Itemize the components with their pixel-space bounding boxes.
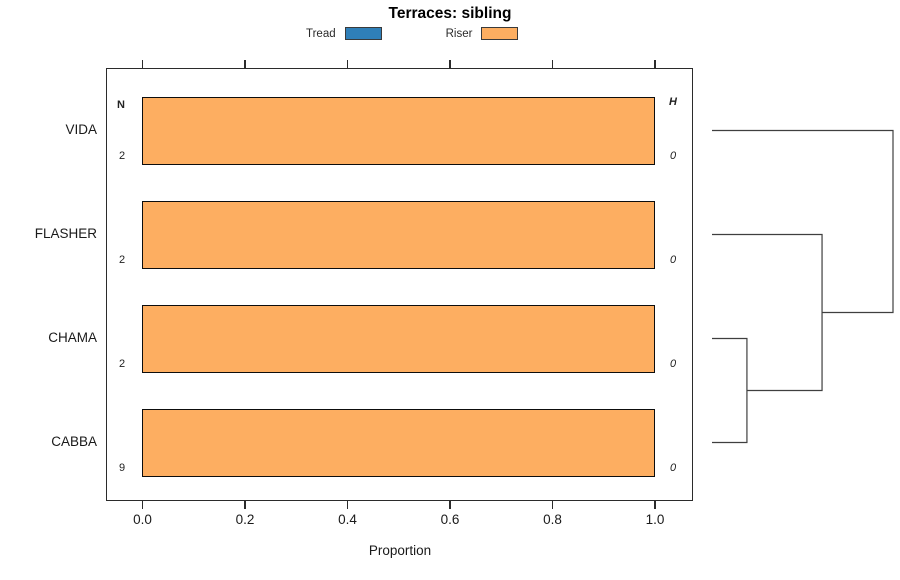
n-value: 2 <box>118 357 126 370</box>
h-value: 0 <box>669 357 677 370</box>
category-label-cabba: CABBA <box>51 433 97 449</box>
legend-item-tread: Tread <box>306 27 382 40</box>
x-axis-tick-label: 1.0 <box>645 512 665 527</box>
h-value: 0 <box>669 461 677 474</box>
x-axis-tick-label: 0.8 <box>543 512 562 527</box>
bar-chama-riser <box>141 304 655 373</box>
legend-item-riser: Riser <box>446 27 519 40</box>
x-axis-tick-top <box>346 60 349 68</box>
category-label-chama: CHAMA <box>48 329 97 345</box>
x-axis-tick-top <box>141 60 144 68</box>
x-axis-title: Proportion <box>368 543 432 558</box>
h-column-header: H <box>669 96 677 108</box>
n-column-header: N <box>117 99 125 111</box>
dendrogram-join-2 <box>712 129 894 314</box>
h-value: 0 <box>669 149 677 162</box>
legend-label: Tread <box>306 27 336 40</box>
n-value: 2 <box>118 149 126 162</box>
category-label-flasher: FLASHER <box>34 225 97 241</box>
x-axis-tick-label: 0.4 <box>338 512 357 527</box>
category-label-vida: VIDA <box>65 121 97 137</box>
dendrogram-join-0 <box>712 337 748 444</box>
dendrogram-join-1 <box>712 233 823 392</box>
h-value: 0 <box>669 253 677 266</box>
x-axis-tick-bottom <box>449 501 451 509</box>
x-axis-tick-top <box>244 60 246 68</box>
bar-cabba-riser <box>141 408 655 477</box>
x-axis-tick-label: 0.6 <box>440 512 460 527</box>
x-axis-tick-top <box>449 60 451 68</box>
x-axis-tick-bottom <box>346 501 349 509</box>
x-axis-tick-top <box>654 60 656 68</box>
bar-vida-riser <box>141 96 655 165</box>
legend-label: Riser <box>445 27 473 40</box>
legend: Tread Riser <box>306 26 519 41</box>
x-axis-tick-label: 0.2 <box>235 512 255 527</box>
chart-title: Terraces: sibling <box>388 5 512 22</box>
x-axis-tick-label: 0.0 <box>133 512 152 527</box>
tread-color-swatch <box>344 27 382 40</box>
n-value: 2 <box>118 253 126 266</box>
n-value: 9 <box>118 461 126 474</box>
x-axis-tick-bottom <box>654 501 656 509</box>
x-axis-tick-bottom <box>244 501 246 509</box>
x-axis-tick-top <box>551 60 554 68</box>
riser-color-swatch <box>481 27 519 40</box>
x-axis-tick-bottom <box>141 501 144 509</box>
x-axis-tick-bottom <box>551 501 554 509</box>
bar-flasher-riser <box>141 200 655 269</box>
